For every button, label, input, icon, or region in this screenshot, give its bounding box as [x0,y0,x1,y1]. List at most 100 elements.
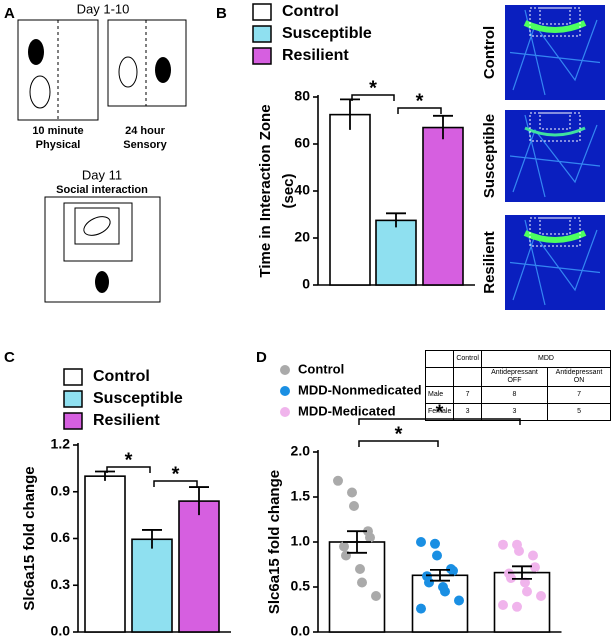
y-tick-label: 20 [294,229,310,245]
data-point [430,538,440,549]
legend-swatch [252,3,272,21]
table-cell: Male [424,386,455,404]
zone-outline [539,7,571,25]
mouse-icon [28,39,44,65]
y-axis-label: (sec) [280,173,297,208]
data-point [506,573,516,583]
significance-label: * [125,449,133,471]
y-tick-label: 1.2 [51,436,71,452]
mouse-icon [95,271,109,293]
error-bar [386,212,406,228]
heatmap-label: Susceptible [481,114,498,198]
legend-label: Control [282,3,339,20]
significance-bracket [358,440,439,447]
mouse-icon [118,56,138,88]
data-point [349,501,359,511]
error-bar [433,114,453,140]
legend-swatch [280,407,290,417]
data-point [365,532,375,543]
data-point [416,537,426,547]
data-point [371,591,381,601]
data-point [339,541,349,552]
table-cell: 3 [480,403,549,421]
error-bar [95,470,115,481]
interaction-zone [63,202,133,262]
legend-label: Resilient [93,412,160,429]
bar [329,113,371,286]
phase-label: Day 1-10 [77,1,130,16]
y-tick-label: 80 [294,88,310,104]
heatmap-hotspot [524,126,586,137]
data-point [416,603,426,614]
y-tick-label: 0.3 [51,576,71,592]
table-cell: 7 [453,386,482,404]
data-point [522,586,532,597]
legend-label: MDD-Nonmedicated [298,382,422,397]
legend-label: Resilient [282,47,349,64]
error-bar [142,529,162,549]
table-cell: Control [453,350,482,368]
legend-swatch [63,412,83,430]
data-point [536,591,546,601]
bar [328,541,386,633]
y-tick-label: 0.0 [51,623,71,639]
data-point [333,475,343,486]
legend-label: Susceptible [282,25,372,42]
y-tick-label: 40 [294,182,310,198]
table-cell [453,367,482,387]
y-tick-label: 1.0 [291,533,311,549]
legend-swatch [252,47,272,65]
table-cell: MDD [480,350,612,368]
table-cell: Female [424,403,455,421]
error-bar [508,565,536,580]
y-tick-label: 1.5 [291,488,311,504]
table-cell: 3 [453,403,482,421]
y-axis-label: Slc6a15 fold change [21,466,38,610]
legend-swatch [280,386,290,396]
data-point [454,595,464,606]
y-axis-label: Slc6a15 fold change [266,470,283,614]
legend-label: Control [298,361,344,376]
data-point [514,546,524,556]
heatmap-hotspot [523,230,587,243]
step-label: Physical [36,139,81,151]
legend-swatch [252,25,272,43]
data-point [432,550,442,561]
table-cell: 5 [547,403,611,421]
error-bar [189,486,209,516]
mouse-icon [29,75,51,109]
significance-label: * [416,90,424,112]
data-point [347,487,357,498]
table-cell: 7 [547,386,611,404]
test-label: Social interaction [56,184,148,196]
table-cell: Antidepressant ON [547,367,611,387]
significance-bracket [351,94,395,101]
legend-swatch [280,365,290,375]
table-cell: 8 [480,386,549,404]
significance-label: * [395,423,403,445]
significance-label: * [369,77,377,99]
error-bar [343,530,371,554]
sample-table: Control MDD Antidepressant OFF Antidepress… [424,350,612,421]
mouse-icon [83,216,111,236]
y-tick-label: 0 [302,276,310,292]
phase-label: Day 11 [82,167,122,182]
bar [84,475,126,633]
bar [422,126,464,286]
table-cell [424,350,455,368]
data-point [528,550,538,561]
error-bar [340,98,360,130]
data-point [355,564,365,574]
zone-outline [539,112,571,130]
y-tick-label: 0.5 [291,578,311,594]
zone-outline [529,217,581,247]
table-cell [424,367,455,387]
arena [44,196,161,303]
cage [107,19,187,107]
panel-letter: B [216,5,227,22]
data-point [520,577,530,588]
bar [375,219,417,286]
step-label: 24 hour [125,125,165,137]
